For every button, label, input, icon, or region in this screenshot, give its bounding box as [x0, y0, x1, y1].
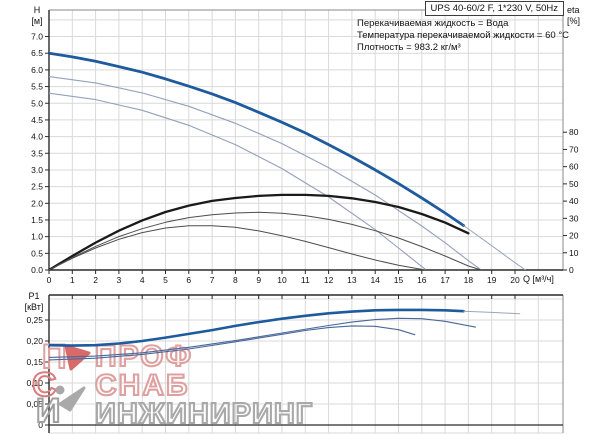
fluid-info-block: Перекачиваемая жидкость = Вода Температу…	[357, 18, 569, 54]
head-efficiency-curves	[49, 53, 526, 270]
info-line-fluid: Перекачиваемая жидкость = Вода	[357, 18, 569, 30]
efficiency-curve-speed1	[49, 226, 425, 270]
power-curves	[49, 310, 520, 360]
head-curve-speed1	[49, 93, 425, 269]
efficiency-curve-speed3-thick	[49, 195, 468, 270]
power-curve-speed3-extension	[464, 311, 520, 314]
pump-performance-datasheet: 0.00.51.01.52.02.53.03.54.04.55.05.56.06…	[0, 0, 600, 434]
power-curve-speed3-thick	[49, 310, 464, 346]
pump-model-title: UPS 40-60/2 F, 1*230 V, 50Hz	[425, 1, 564, 16]
chart-curves-layer	[0, 0, 600, 434]
head-curve-speed3-extension	[464, 226, 526, 270]
head-axis-label: H [м]	[26, 5, 48, 26]
flow-axis-label: Q [м³/ч]	[523, 274, 554, 285]
info-line-temperature: Температура перекачиваемой жидкости = 60…	[357, 30, 569, 42]
power-curve-speed1	[49, 326, 415, 360]
efficiency-axis-label: eta [%]	[567, 5, 593, 26]
head-curve-speed3-thick	[49, 53, 464, 225]
power-axis-label: P1 [кВт]	[20, 291, 48, 312]
info-line-density: Плотность = 983.2 кг/м³	[357, 42, 569, 54]
